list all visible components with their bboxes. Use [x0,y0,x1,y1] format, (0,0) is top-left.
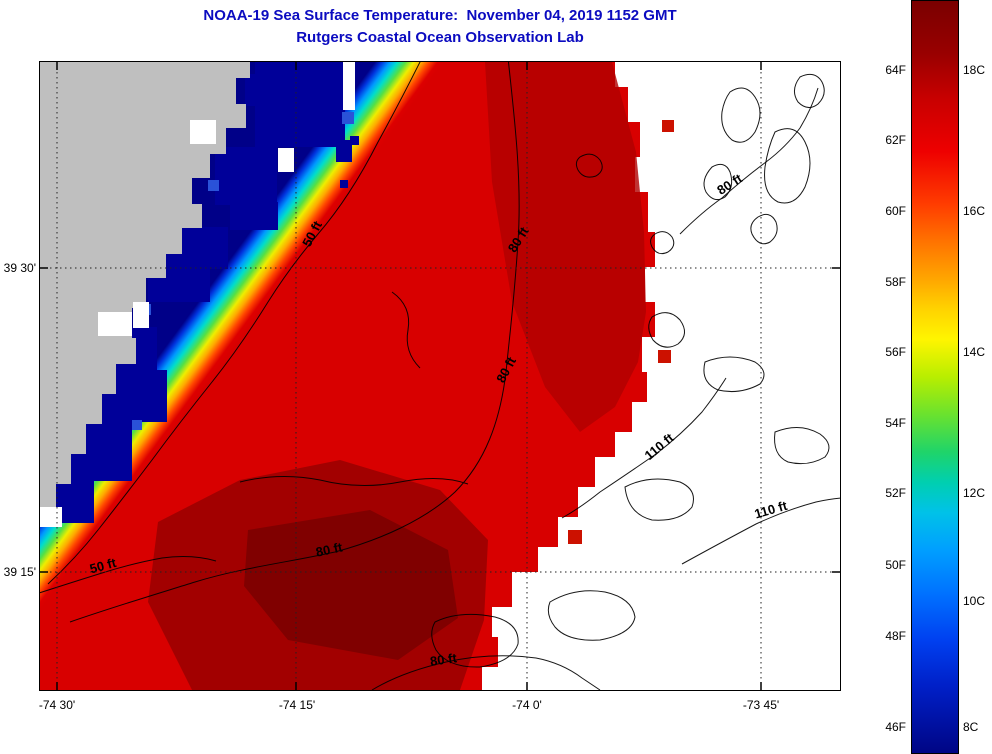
colorbar-f-label: 62F [885,133,906,147]
contour-label: 110 ft [753,498,790,522]
depth-contours [40,62,840,690]
axis-ticks [40,62,840,690]
sst-map-svg: 50 ft 80 ft 80 ft 80 ft 110 ft 110 ft 80… [40,62,840,690]
gridlines [40,62,840,690]
figure-title: NOAA-19 Sea Surface Temperature: Novembe… [203,7,677,24]
colorbar-f-label: 64F [885,63,906,77]
colorbar-c-label: 10C [963,594,986,608]
colorbar-f-label: 50F [885,558,906,572]
colorbar-f-label: 58F [885,275,906,289]
colorbar-f-label: 46F [885,720,906,734]
colorbar-f-label: 56F [885,345,906,359]
contour-label: 80 ft [429,650,458,669]
figure-subtitle: Rutgers Coastal Ocean Observation Lab [296,29,584,46]
y-tick-label: 39 15' [3,565,36,579]
colorbar-f-label: 52F [885,486,906,500]
colorbar-f-label: 54F [885,416,906,430]
colorbar-f-label: 60F [885,204,906,218]
colorbar-c-label: 18C [963,63,986,77]
colorbar-c-label: 12C [963,486,986,500]
contour-label: 80 ft [714,170,745,198]
contour-label: 110 ft [642,430,678,463]
x-tick-label: -74 30' [38,698,76,712]
contour-label: 50 ft [88,555,118,577]
colorbar-f-label: 48F [885,629,906,643]
colorbar-c-label: 16C [963,204,986,218]
x-tick-label: -74 0' [512,698,542,712]
y-tick-label: 39 30' [3,261,36,275]
depth-contour-islands [431,73,830,668]
map-plot: 50 ft 80 ft 80 ft 80 ft 110 ft 110 ft 80… [39,61,841,691]
land-region [40,62,250,508]
colorbar [911,0,959,754]
warm-core [148,62,674,690]
colorbar-c-label: 14C [963,345,986,359]
x-tick-label: -73 45' [742,698,780,712]
cloud-gaps [40,62,355,527]
x-tick-label: -74 15' [278,698,316,712]
title-block: NOAA-19 Sea Surface Temperature: Novembe… [40,5,840,49]
colorbar-c-label: 8C [963,720,979,734]
contour-label: 80 ft [314,539,344,559]
